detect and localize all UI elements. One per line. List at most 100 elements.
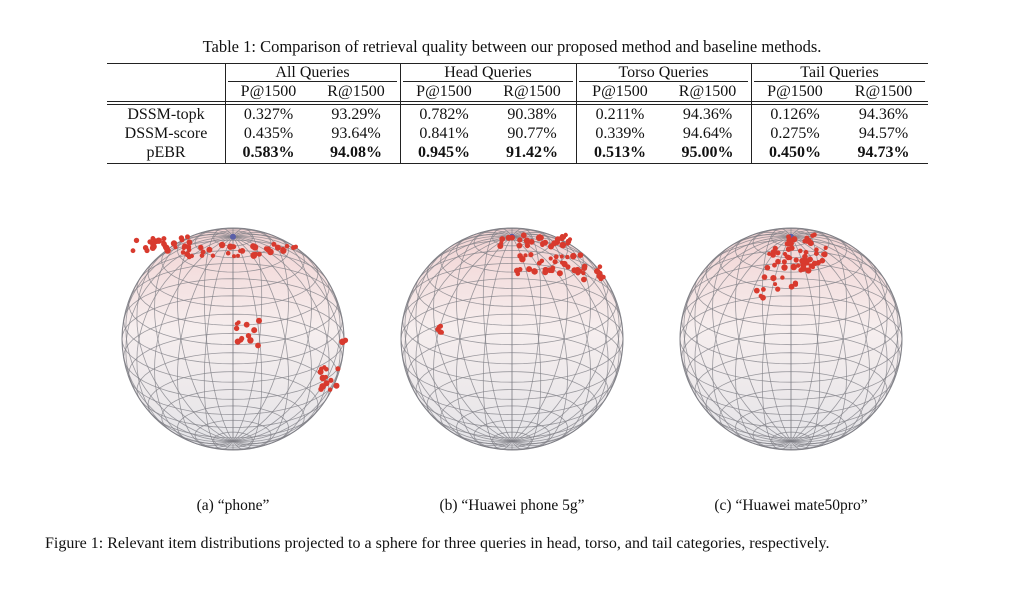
column-header: P@1500 [416, 83, 472, 100]
item-dot [793, 282, 798, 287]
column-header: R@1500 [327, 83, 385, 100]
table-cell: 90.38% [507, 106, 557, 123]
item-dot [523, 253, 528, 258]
column-header: R@1500 [503, 83, 561, 100]
item-dot [581, 263, 588, 270]
item-dot [236, 253, 240, 258]
longitude-line [121, 236, 234, 442]
item-dot [761, 274, 768, 280]
item-dot [800, 265, 807, 272]
item-dot [251, 327, 258, 334]
table-cell: 91.42% [506, 144, 558, 161]
longitude-line [232, 236, 263, 450]
item-dot [553, 254, 559, 260]
rule [107, 104, 928, 105]
longitude-line [511, 236, 624, 442]
longitude-line [232, 231, 312, 442]
longitude-line [433, 231, 513, 442]
item-dot [761, 287, 766, 292]
item-dot [577, 252, 584, 258]
item-dot [234, 338, 241, 345]
item-dot [780, 275, 785, 280]
longitude-line [790, 228, 821, 442]
longitude-line [694, 234, 792, 442]
group-header: Torso Queries [618, 64, 709, 81]
item-dot [251, 244, 259, 251]
longitude-line [511, 231, 591, 442]
item-dot [293, 244, 298, 249]
table-cell: 93.29% [331, 106, 381, 123]
item-dot [814, 247, 819, 252]
item-dot [255, 342, 261, 349]
item-dot [200, 249, 206, 255]
longitude-line [177, 236, 234, 449]
item-dot [515, 271, 521, 277]
item-dot [565, 238, 572, 245]
longitude-line [400, 236, 513, 442]
item-dot [793, 257, 799, 263]
table-cell: 0.327% [243, 106, 294, 123]
item-dot [781, 259, 787, 265]
table-cell: 0.782% [419, 106, 469, 123]
item-dot [155, 237, 162, 244]
item-dot [239, 335, 245, 342]
column-header: R@1500 [854, 83, 913, 100]
item-dot [581, 271, 586, 276]
item-dot [775, 286, 781, 292]
item-dot [256, 317, 262, 324]
longitude-line [790, 236, 899, 443]
item-dot [280, 247, 287, 254]
item-dot [804, 235, 810, 241]
item-dot [225, 250, 231, 256]
item-dot [227, 243, 234, 250]
longitude-line [125, 236, 234, 443]
longitude-line [790, 236, 888, 444]
rule [107, 101, 928, 102]
item-dot [247, 337, 254, 344]
item-dot [199, 253, 205, 258]
item-dot [520, 232, 527, 239]
item-dot [233, 325, 240, 332]
item-dot [130, 248, 136, 254]
item-dot [786, 234, 792, 240]
table-cell: 94.08% [330, 144, 382, 161]
row-header: DSSM-score [124, 125, 208, 142]
table-cell: 94.64% [682, 125, 733, 142]
item-dot [767, 251, 772, 256]
longitude-line [482, 228, 513, 442]
table-cell: 94.57% [858, 125, 909, 142]
item-dot [540, 242, 545, 248]
item-dot [782, 251, 788, 257]
table-cell: 0.211% [595, 106, 645, 123]
item-dot [180, 250, 186, 255]
group-header: Tail Queries [800, 64, 879, 81]
table-cell: 94.73% [857, 144, 910, 161]
item-dot [556, 270, 563, 277]
group-header: All Queries [275, 64, 350, 81]
rule [579, 81, 748, 82]
item-dot [770, 275, 777, 282]
group-header: Head Queries [444, 64, 532, 81]
item-dot [528, 252, 534, 258]
item-dot [263, 246, 269, 251]
item-dot [810, 265, 816, 270]
table-cell: 0.126% [770, 106, 820, 123]
longitude-line [511, 228, 542, 442]
longitude-line [735, 236, 792, 449]
item-dot [150, 241, 156, 248]
item-dot [823, 245, 828, 250]
item-dot [790, 263, 797, 271]
row-header: pEBR [146, 144, 186, 161]
longitude-line [761, 236, 792, 450]
item-dot [238, 249, 243, 253]
item-dot [775, 250, 781, 256]
item-dot [210, 253, 216, 258]
item-dot [236, 320, 241, 325]
item-dot [342, 337, 349, 343]
item-dot [186, 239, 193, 246]
item-dot [178, 235, 185, 241]
table-cell: 95.00% [681, 144, 734, 161]
longitude-line [511, 236, 591, 447]
item-dot [181, 245, 186, 251]
item-dot [801, 263, 806, 268]
